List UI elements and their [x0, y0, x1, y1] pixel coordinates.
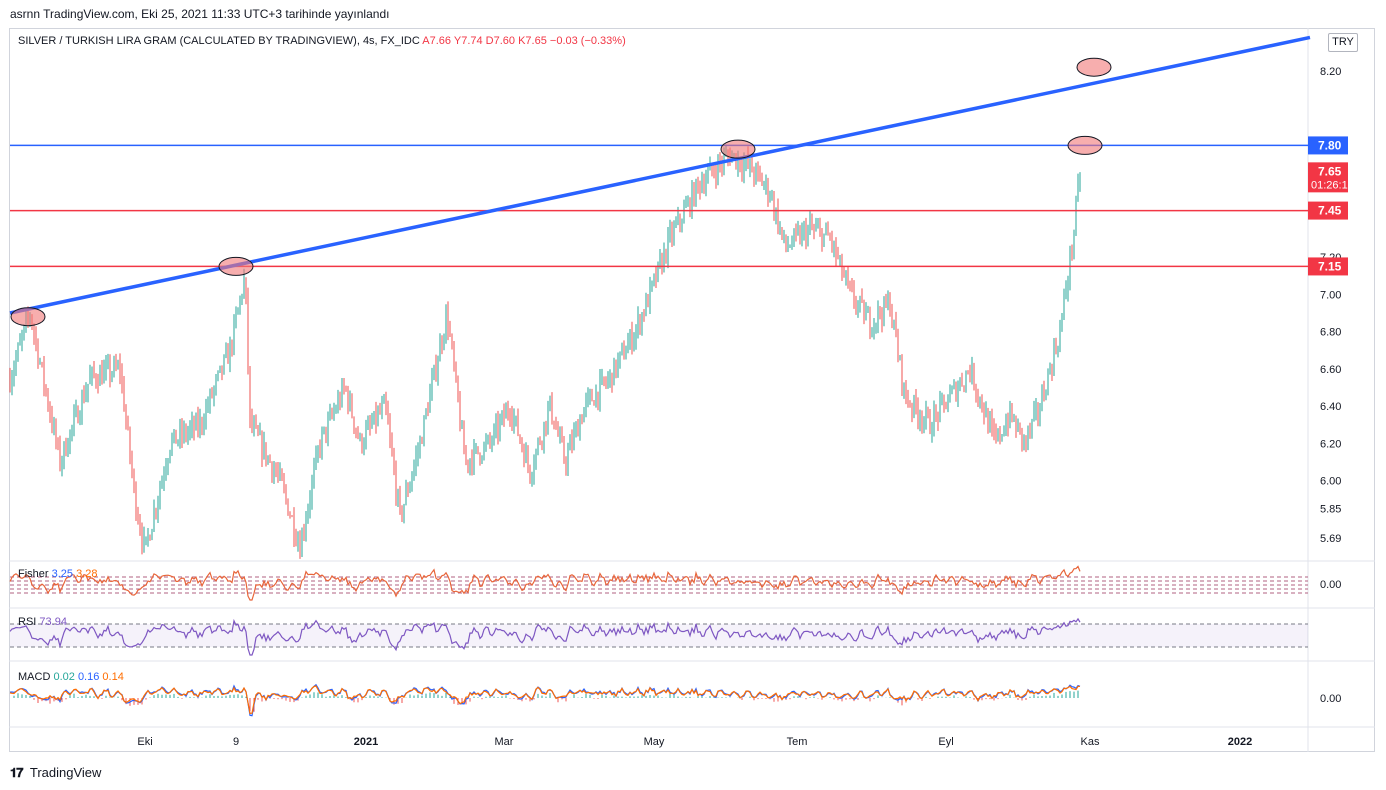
y-tick-label: 6.00 [1320, 476, 1341, 488]
y-tick-label: 6.20 [1320, 438, 1341, 450]
y-tick-label: 6.80 [1320, 327, 1341, 339]
macd-value: 0.16 [77, 671, 100, 683]
macd-pane: 0.00 [9, 683, 1341, 717]
rsi-pane [9, 617, 1308, 656]
footer-label: TradingView [29, 765, 102, 780]
macd-title: MACD [18, 671, 51, 683]
time-axis: Eki 9 2021 Mar May Tem Eyl Kas 2022 [137, 736, 1252, 748]
y-tick-label: 5.85 [1320, 503, 1341, 515]
level-badge [1308, 257, 1348, 276]
legend-high: Y7.74 [453, 35, 483, 47]
tradingview-logo-icon: 𝟏𝟕 [10, 765, 24, 780]
y-tick-label: 7.00 [1320, 289, 1341, 301]
level-badge-label: 7.80 [1318, 138, 1342, 152]
x-tick-label: Eyl [938, 736, 953, 748]
y-tick-label: 8.20 [1320, 66, 1341, 78]
x-tick-label: 9 [233, 736, 239, 748]
price-axis: 8.207.207.006.806.606.406.206.005.855.69… [1308, 66, 1354, 545]
y-tick-label: 5.69 [1320, 533, 1341, 545]
x-tick-label: Eki [137, 736, 152, 748]
rsi-band [10, 624, 1308, 647]
macd-zero-label: 0.00 [1320, 693, 1341, 705]
y-tick-label: 6.40 [1320, 401, 1341, 413]
price-candles [9, 144, 1081, 559]
level-badge [1308, 136, 1348, 155]
legend-low: D7.60 [485, 35, 516, 47]
rsi-line [9, 617, 1081, 656]
highlight-ellipse [10, 307, 46, 327]
macd-legend[interactable]: MACD 0.02 0.16 0.14 [18, 671, 124, 683]
countdown-label: 01:26:18 [1311, 179, 1354, 191]
macd-hist-value: 0.02 [53, 671, 75, 683]
rsi-title: RSI [18, 616, 37, 628]
x-tick-label: May [644, 736, 665, 748]
trendline [9, 35, 1311, 315]
symbol-legend[interactable]: SILVER / TURKISH LIRA GRAM (CALCULATED B… [18, 35, 626, 47]
currency-button[interactable]: TRY [1328, 33, 1358, 52]
macd-line [9, 683, 1081, 717]
macd-signal-value: 0.14 [102, 671, 124, 683]
level-badge-label: 7.15 [1318, 259, 1342, 273]
current-price-badge [1308, 162, 1348, 193]
price-overlays [9, 35, 1311, 327]
legend-change: −0.03 (−0.33%) [549, 35, 626, 47]
x-tick-label: 2021 [354, 736, 378, 748]
signal-line [9, 685, 1081, 715]
highlight-ellipse [1076, 57, 1112, 77]
level-badge [1308, 201, 1348, 220]
highlight-ellipse [218, 256, 254, 276]
fisher-title: Fisher [18, 568, 49, 580]
x-tick-label: 2022 [1228, 736, 1252, 748]
y-tick-label: 6.60 [1320, 364, 1341, 376]
current-price-label: 7.65 [1318, 164, 1342, 178]
rsi-legend[interactable]: RSI 73.94 [18, 616, 67, 628]
rsi-value: 73.94 [39, 616, 67, 628]
highlight-ellipse [720, 139, 756, 159]
publisher-caption: asrnn TradingView.com, Eki 25, 2021 11:3… [10, 7, 390, 21]
fisher-line [9, 565, 1081, 601]
symbol-title: SILVER / TURKISH LIRA GRAM (CALCULATED B… [18, 35, 420, 47]
fisher-legend[interactable]: Fisher 3.25 3.28 [18, 568, 98, 580]
fisher-value: 3.25 [51, 568, 74, 580]
x-tick-label: Mar [495, 736, 514, 748]
fisher-pane: 0.00 [9, 565, 1341, 601]
fisher-trigger-value: 3.28 [76, 568, 98, 580]
fisher-zero-label: 0.00 [1320, 579, 1341, 591]
x-tick-label: Kas [1081, 736, 1100, 748]
highlight-ellipse [1067, 135, 1103, 155]
legend-open: A7.66 [422, 35, 451, 47]
footer-brand[interactable]: 𝟏𝟕 TradingView [10, 765, 101, 781]
panel-dividers [9, 28, 1375, 752]
x-tick-label: Tem [787, 736, 808, 748]
legend-close: K7.65 [518, 35, 547, 47]
level-badge-label: 7.45 [1318, 204, 1342, 218]
